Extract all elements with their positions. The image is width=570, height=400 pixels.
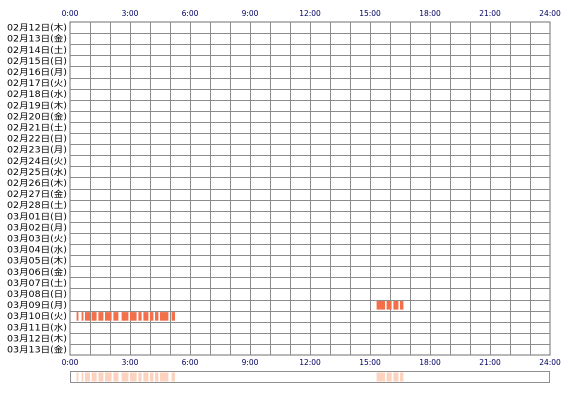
x-tick-label: 6:00 [182,358,199,367]
row-label: 02月18日(水) [7,89,67,100]
row-label: 03月04日(水) [7,245,67,256]
activity-bar [160,312,169,321]
summary-bar [130,372,137,382]
activity-bar [400,301,404,310]
x-tick-label: 12:00 [299,358,321,367]
row-labels: 02月12日(木)02月13日(金)02月14日(土)02月15日(日)02月1… [7,23,67,356]
row-label: 02月15日(日) [7,57,67,67]
summary-bar [91,372,97,382]
row-label: 02月20日(金) [7,111,67,122]
row-label: 02月24日(火) [7,157,67,167]
activity-bar [386,301,392,310]
row-label: 02月28日(土) [7,200,67,211]
x-tick-label: 21:00 [479,9,501,18]
x-tick-label: 15:00 [359,358,381,367]
row-label: 02月26日(木) [7,178,67,189]
row-label: 03月07日(土) [7,278,67,289]
x-axis-top: 0:00 3:00 6:00 9:00 12:00 15:00 18:00 21:00 24:0… [62,9,561,18]
summary-bar [76,372,79,382]
x-tick-label: 0:00 [62,358,79,367]
activity-bar [155,312,159,321]
x-tick-label: 9:00 [242,358,259,367]
summary-frame [70,371,550,383]
summary-bar [393,372,399,382]
x-tick-label: 18:00 [419,358,441,367]
summary-bar [121,372,129,382]
activity-bar [91,312,97,321]
summary-bar [81,372,84,382]
summary-bar [400,372,404,382]
x-tick-label: 3:00 [122,358,139,367]
summary-bar [160,372,169,382]
row-label: 03月03日(火) [7,235,67,245]
activity-bar [171,312,175,321]
row-label: 03月09日(月) [7,301,67,311]
summary-bar [150,372,154,382]
activity-bar [150,312,154,321]
activity-bar [85,312,90,321]
activity-bar [376,301,385,310]
activity-bar [143,312,149,321]
activity-bar [105,312,112,321]
row-label: 03月02日(月) [7,223,67,233]
row-label: 02月13日(金) [7,34,67,45]
row-label: 03月11日(水) [7,322,67,333]
row-label: 02月27日(金) [7,189,67,200]
row-label: 02月23日(月) [7,146,67,156]
activity-bar [138,312,142,321]
activity-bar [98,312,104,321]
activity-bar [81,312,84,321]
summary-bar [155,372,159,382]
row-label: 03月10日(火) [7,312,67,322]
summary-bar [171,372,175,382]
x-axis-bottom: 0:00 3:00 6:00 9:00 12:00 15:00 18:00 21:00 24:0… [62,358,561,367]
row-label: 02月21日(土) [7,123,67,134]
x-tick-label: 24:00 [539,358,561,367]
row-label: 03月01日(日) [7,212,67,222]
summary-bar [85,372,90,382]
row-label: 02月17日(火) [7,79,67,89]
summary-bar [376,372,385,382]
summary-bar [113,372,119,382]
activity-bar [130,312,137,321]
row-label: 02月19日(木) [7,100,67,111]
activity-bars [76,301,404,321]
row-label: 03月08日(日) [7,290,67,300]
row-label: 02月14日(土) [7,45,67,56]
x-tick-label: 9:00 [242,9,259,18]
x-tick-label: 15:00 [359,9,381,18]
summary-bar [138,372,142,382]
summary-bar [98,372,104,382]
activity-bar [113,312,119,321]
activity-bar [121,312,129,321]
row-label: 03月05日(木) [7,256,67,267]
row-label: 02月16日(月) [7,68,67,78]
x-tick-label: 18:00 [419,9,441,18]
row-label: 03月06日(金) [7,267,67,278]
grid [69,21,551,356]
row-label: 03月12日(木) [7,333,67,344]
summary-bar [105,372,112,382]
activity-bar [393,301,399,310]
x-tick-label: 21:00 [479,358,501,367]
activity-bar [76,312,79,321]
x-tick-label: 0:00 [62,9,79,18]
x-tick-label: 3:00 [122,9,139,18]
summary-bar [143,372,149,382]
row-label: 02月25日(水) [7,167,67,178]
x-tick-label: 12:00 [299,9,321,18]
row-label: 02月12日(木) [7,23,67,34]
summary-bar [386,372,392,382]
x-tick-label: 6:00 [182,9,199,18]
row-label: 02月22日(日) [7,135,67,145]
row-label: 03月13日(金) [7,345,67,356]
x-tick-label: 24:00 [539,9,561,18]
summary-strip [70,371,550,383]
